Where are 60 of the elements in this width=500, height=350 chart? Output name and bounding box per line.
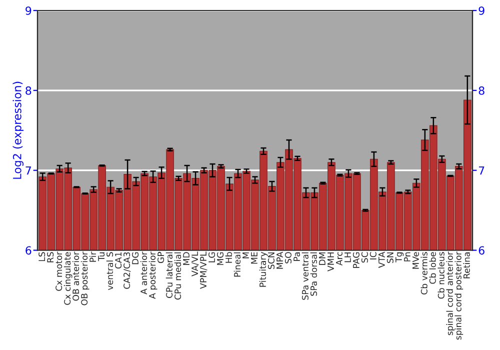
x-tick-label: RS	[47, 252, 54, 262]
x-tick-label: Cb nucleus	[438, 252, 444, 299]
x-tick-label: MPA	[276, 252, 283, 269]
x-tick-label: DM	[319, 252, 326, 265]
x-tick-label: Pineal	[234, 252, 241, 277]
x-tick-label: Tg	[396, 252, 404, 262]
x-tick-label: Hb	[225, 252, 232, 263]
x-tick-label: Tu	[98, 252, 105, 262]
x-tick-label: CA2/CA3	[124, 252, 131, 289]
x-tick-label: SO	[284, 252, 292, 264]
x-tick-label: A posterior	[148, 252, 158, 299]
x-tick-label: SPa ventral	[302, 252, 308, 300]
x-tick-label: Cx cingulate	[64, 252, 72, 305]
x-tick-label: VPM/VPL	[200, 252, 208, 289]
x-tick-label: A anterior	[140, 252, 148, 294]
x-tick-label: OB posterior	[80, 252, 90, 306]
y2-tick-label: 7	[478, 166, 484, 175]
y-tick-label: 8	[26, 86, 32, 95]
x-tick-label: IC	[370, 252, 376, 260]
x-tick-label: OB anterior	[72, 252, 80, 301]
x-tick-label: SCN	[268, 252, 274, 269]
y-tick-label: 9	[26, 6, 32, 15]
x-tick-label: SN	[386, 252, 394, 263]
y-tick-label: 6	[26, 246, 32, 255]
x-tick-label: M	[242, 252, 249, 258]
x-tick-label: ventral S	[106, 252, 114, 290]
y-axis-title: Log2 (expression)	[12, 82, 24, 179]
x-tick-label: Pa	[294, 252, 300, 261]
x-tick-label: MD	[183, 252, 190, 265]
y2-tick-label: 8	[478, 86, 484, 95]
y2-tick-label: 6	[478, 246, 484, 255]
x-tick-label: VA/VL	[192, 252, 199, 276]
x-tick-label: Pn	[404, 252, 410, 262]
x-tick-label: Pituitary	[259, 252, 268, 287]
x-tick-label: SPa dorsal	[310, 252, 317, 296]
x-tick-label: Pir	[89, 252, 96, 262]
x-tick-label: MG	[217, 252, 224, 265]
y2-tick-label: 9	[478, 6, 484, 15]
x-tick-label: LH	[344, 252, 351, 262]
x-tick-label: CA1	[115, 252, 122, 269]
x-tick-label: LS	[38, 252, 46, 262]
x-tick-label: Cb lobe	[429, 252, 436, 284]
x-tick-label: PAG	[352, 252, 360, 268]
x-tick-label: MVe	[412, 252, 419, 269]
x-tick-label: CPu medial	[174, 252, 182, 300]
x-tick-label: GP	[158, 252, 164, 264]
y-tick-label: 7	[26, 166, 31, 175]
x-tick-label: ME	[251, 252, 258, 264]
x-tick-label: Cb vermis	[420, 252, 428, 294]
x-tick-label: CPu lateral	[166, 252, 173, 298]
x-tick-label: Cx motor	[56, 252, 62, 291]
x-tick-label: SC	[361, 252, 368, 263]
x-tick-label: Arc	[336, 252, 342, 266]
x-tick-label: DG	[132, 252, 139, 264]
x-tick-label: VMH	[328, 252, 334, 272]
x-tick-label: spinal cord anterior	[446, 252, 455, 336]
x-tick-label: VTA	[378, 252, 385, 268]
x-tick-label: spinal cord posterior	[454, 252, 464, 340]
x-tick-label: LG	[208, 252, 216, 262]
x-tick-label: Retina	[463, 252, 470, 278]
